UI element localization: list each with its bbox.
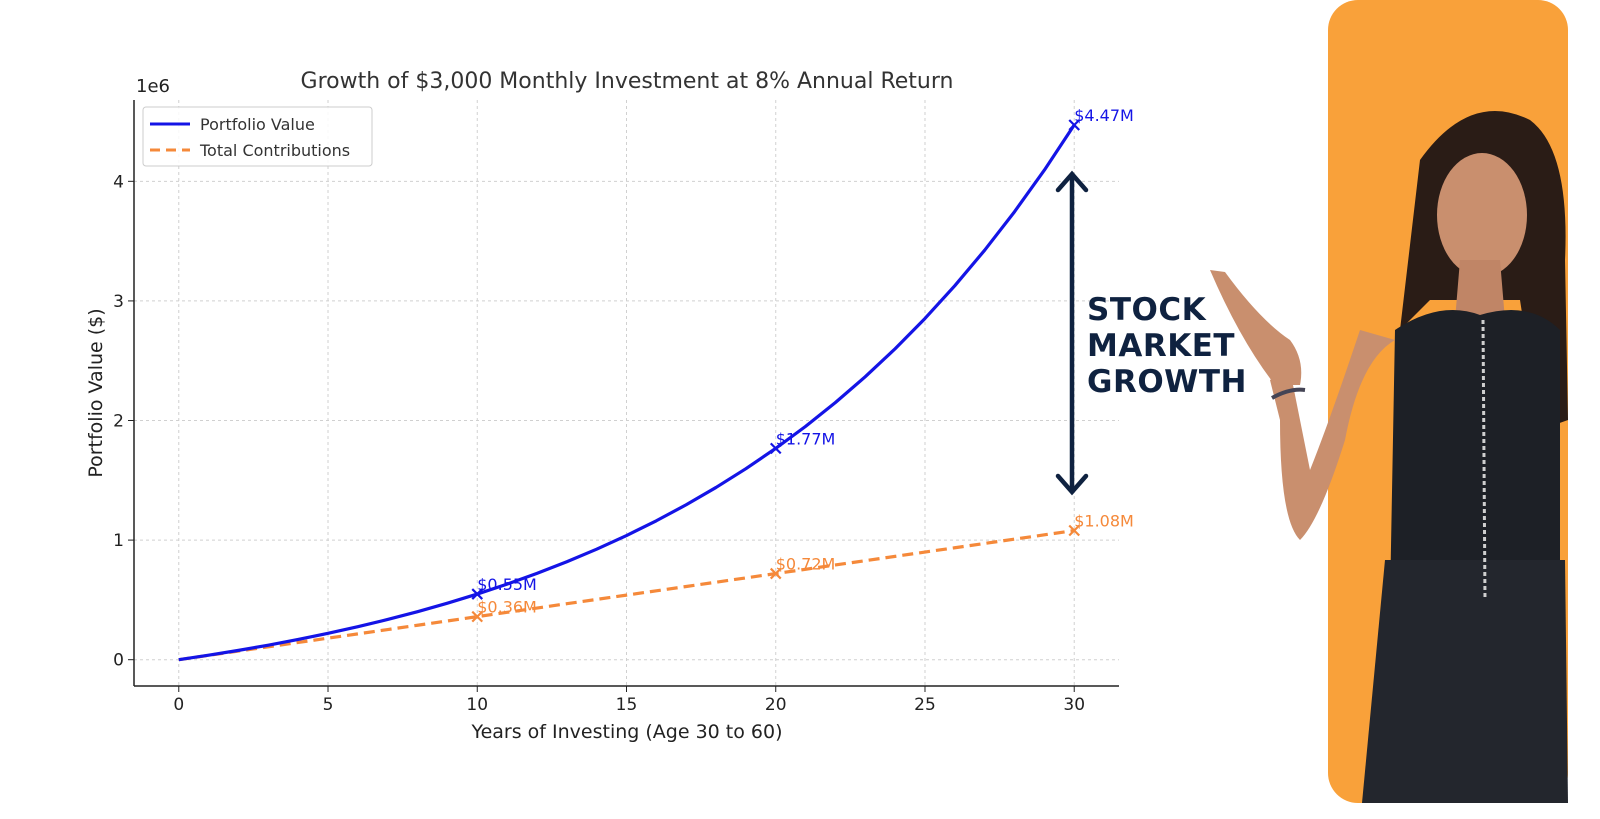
x-tick-label: 10 xyxy=(466,695,488,715)
data-point-marker xyxy=(1068,119,1081,131)
data-label: $0.36M xyxy=(477,598,537,617)
y-tick-label: 0 xyxy=(113,651,124,671)
data-point-marker xyxy=(471,588,484,600)
series-line-portfolio xyxy=(178,124,1076,662)
data-label: $1.77M xyxy=(776,429,836,448)
y-tick-label: 4 xyxy=(113,172,124,192)
data-label: $4.47M xyxy=(1074,106,1134,125)
x-tick-label: 30 xyxy=(1063,695,1085,715)
headline-line-2: MARKET xyxy=(1087,328,1236,364)
data-point-marker xyxy=(769,442,782,455)
y-axis-label: Portfolio Value ($) xyxy=(85,308,107,477)
legend xyxy=(142,106,373,167)
arrow-head-down xyxy=(1055,473,1089,496)
x-axis-label: Years of Investing (Age 30 to 60) xyxy=(471,721,783,743)
legend-label: Total Contributions xyxy=(199,141,350,160)
data-label: $0.72M xyxy=(776,555,836,574)
presenter-figure xyxy=(1210,111,1568,803)
data-point-marker xyxy=(471,610,484,623)
y-tick-label: 3 xyxy=(113,292,124,312)
data-label: $0.55M xyxy=(477,575,537,594)
x-tick-label: 25 xyxy=(914,695,936,715)
legend-label: Portfolio Value xyxy=(200,115,315,134)
stock-market-growth-headline: STOCK MARKET GROWTH xyxy=(1087,292,1247,400)
data-label: $1.08M xyxy=(1074,512,1134,531)
x-tick-label: 5 xyxy=(323,695,334,715)
series-line-contributions xyxy=(178,528,1075,662)
headline-line-1: STOCK xyxy=(1087,292,1207,328)
y-tick-label: 1 xyxy=(113,531,124,551)
x-tick-label: 15 xyxy=(616,695,638,715)
x-tick-label: 0 xyxy=(173,695,184,715)
headline-line-3: GROWTH xyxy=(1087,364,1247,400)
chart-title: Growth of $3,000 Monthly Investment at 8… xyxy=(301,69,954,94)
data-point-marker xyxy=(769,567,782,580)
x-tick-label: 20 xyxy=(765,695,787,715)
arrow-head-up xyxy=(1055,170,1089,193)
y-offset-label: 1e6 xyxy=(136,76,170,97)
data-point-marker xyxy=(1068,524,1081,537)
y-tick-label: 2 xyxy=(113,412,124,432)
